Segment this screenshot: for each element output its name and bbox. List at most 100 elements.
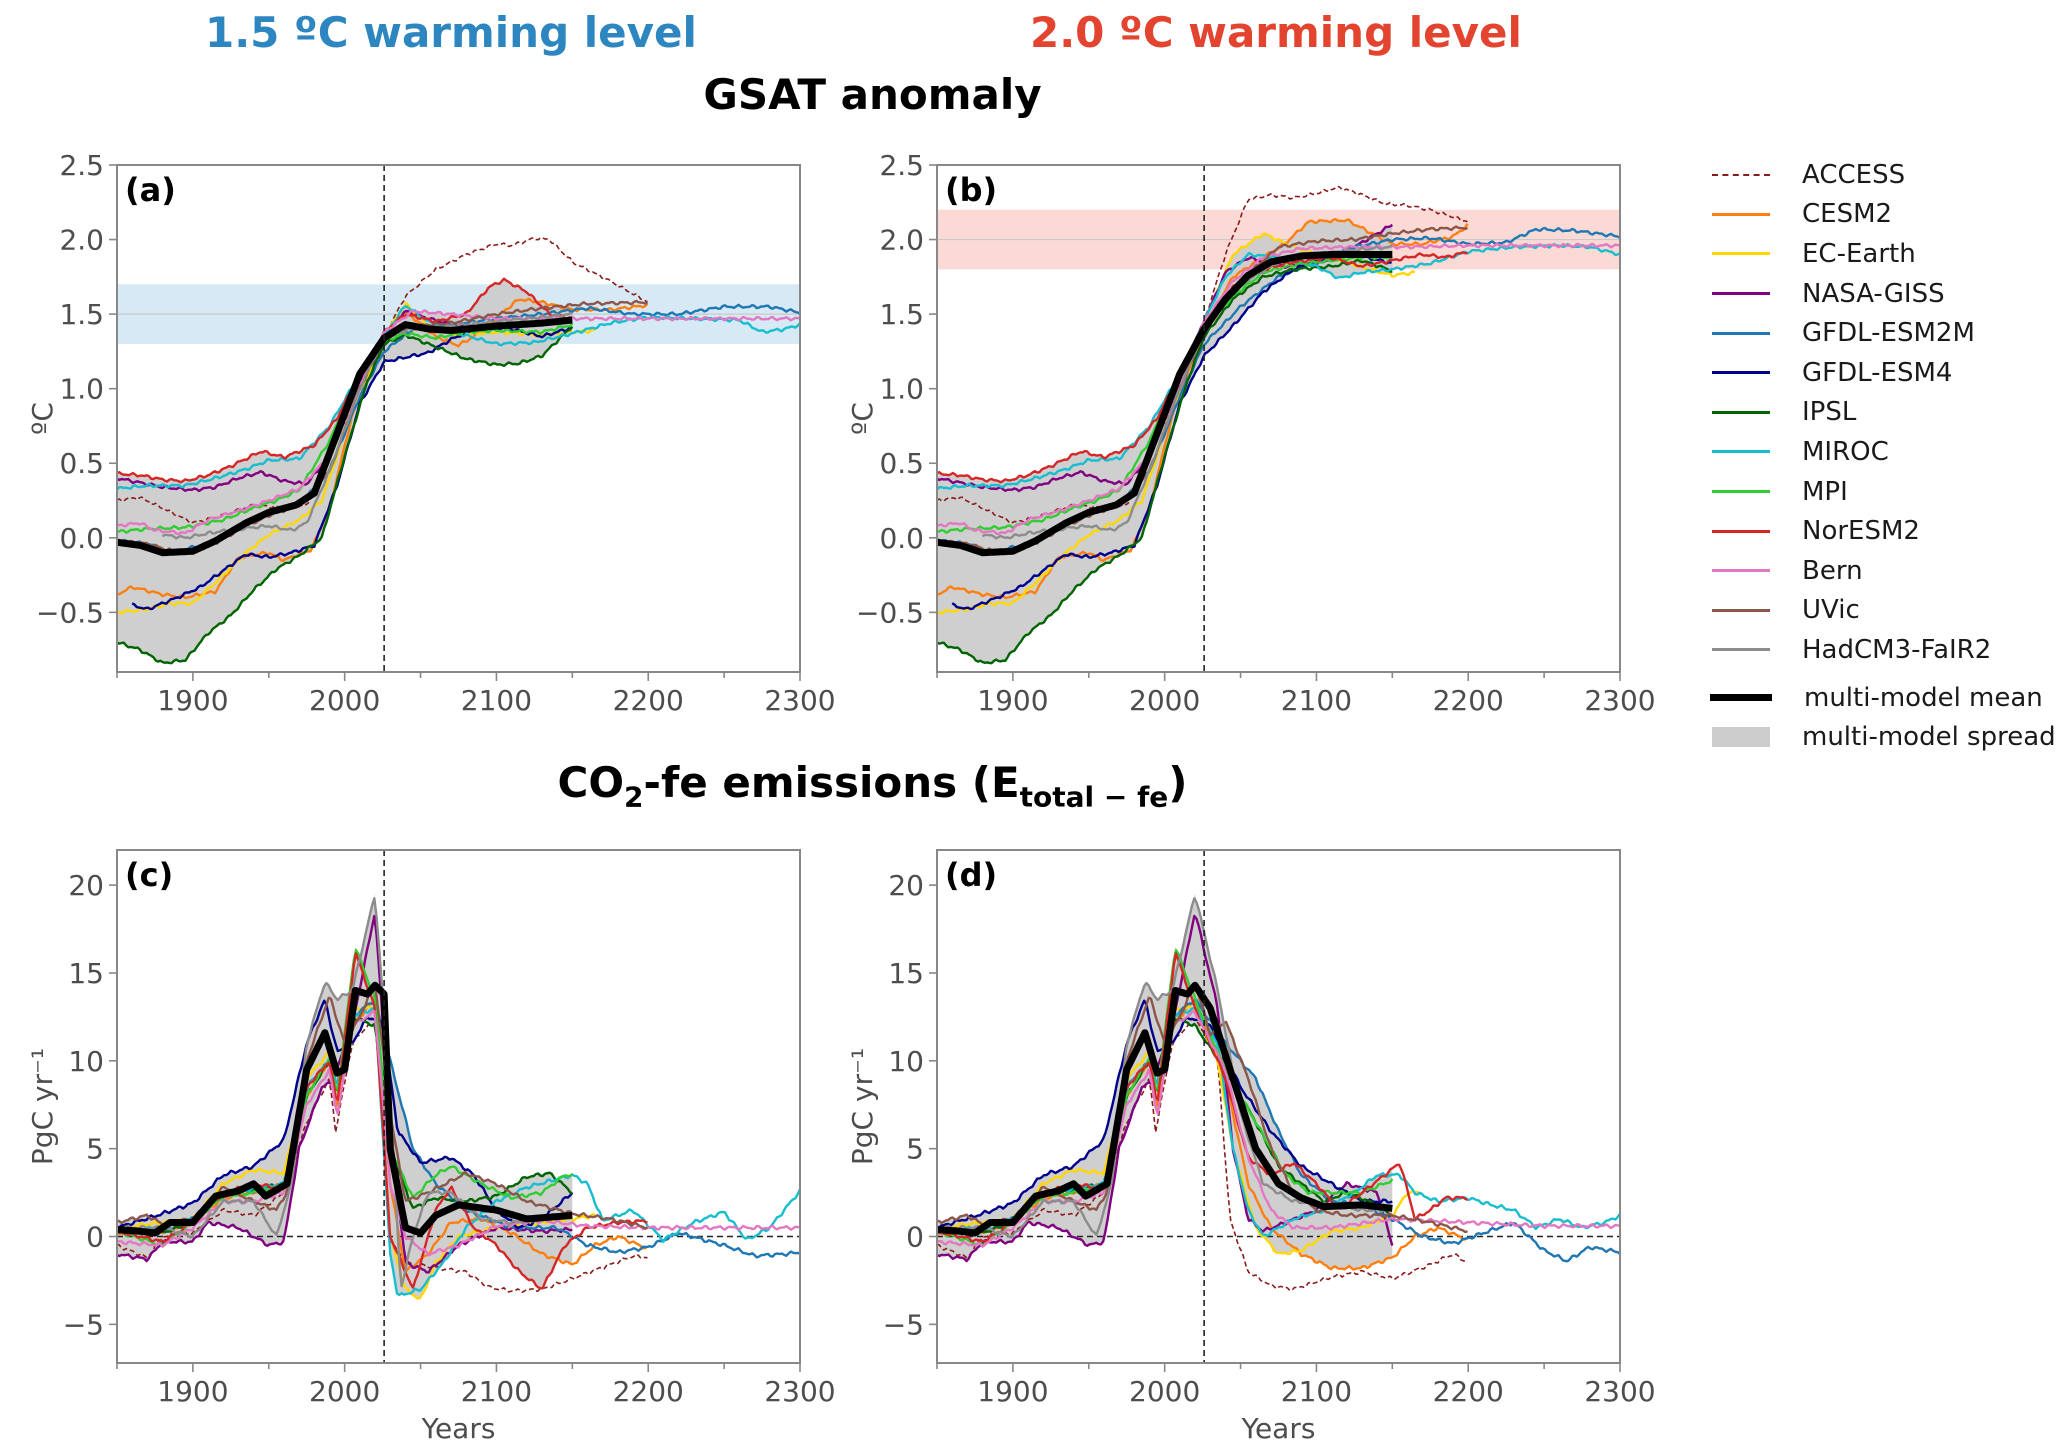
series-multi-model-mean	[117, 981, 575, 1237]
title-1p5-warming-level: 1.5 ºC warming level	[205, 8, 697, 57]
legend-item-ec-earth: EC-Earth	[1712, 234, 2056, 274]
axes-frame	[116, 849, 801, 1364]
legend-swatch-miroc	[1712, 450, 1770, 454]
legend-item-bern: Bern	[1712, 551, 2056, 591]
legend-label: MIROC	[1802, 436, 1889, 467]
plot-area-c	[117, 850, 800, 1363]
legend-item-uvic: UVic	[1712, 591, 2056, 631]
x-tick-label: 2000	[1129, 684, 1200, 717]
panel-label: (b)	[945, 171, 997, 209]
y-tick-label: 5	[906, 1133, 924, 1166]
legend-swatch-multi-model-spread	[1712, 727, 1770, 748]
x-tick-label: 1900	[977, 1375, 1048, 1408]
series-bern	[117, 309, 800, 536]
x-tick-label: 2100	[461, 684, 532, 717]
panel-label: (c)	[125, 856, 173, 894]
legend: ACCESS CESM2 EC-Earth NASA-GISS GFDL-ESM2M GF…	[1710, 155, 2056, 757]
plot-area-a	[117, 165, 800, 672]
emissions-title-sub2: 2	[624, 780, 644, 814]
panel-a: 1900 2000 2100 2200 2300 −0.5 0.0 0.5 1.0 1.5 2.0 2…	[26, 149, 836, 717]
legend-item-ipsl: IPSL	[1712, 393, 2056, 433]
x-tick-label: 2000	[1129, 1375, 1200, 1408]
legend-swatch-noresm2	[1712, 529, 1770, 533]
legend-item-mpi: MPI	[1712, 472, 2056, 512]
panel-label: (d)	[945, 856, 997, 894]
legend-label: CESM2	[1802, 199, 1893, 230]
panel-b: 1900 2000 2100 2200 2300 −0.5 0.0 0.5 1.0 1.5 2.0 2…	[846, 149, 1656, 717]
legend-label: IPSL	[1802, 397, 1857, 428]
axes-frame	[116, 164, 801, 673]
y-tick-label: 1.0	[59, 373, 104, 406]
y-tick-label: 0.0	[59, 522, 104, 555]
legend-item-hadcm3-fair2: HadCM3-FaIR2	[1712, 630, 2056, 670]
legend-swatch-ec-earth	[1712, 252, 1770, 256]
x-tick-label: 2100	[1281, 684, 1352, 717]
legend-label: Bern	[1802, 555, 1863, 586]
legend-label: multi-model spread	[1802, 722, 2056, 753]
y-tick-label: 1.5	[879, 298, 924, 331]
legend-item-gfdl-esm4: GFDL-ESM4	[1712, 353, 2056, 393]
series-access	[117, 237, 648, 525]
legend-swatch-multi-model-mean	[1710, 694, 1772, 702]
x-tick-label: 2100	[1281, 1375, 1352, 1408]
x-tick-label: 2100	[461, 1375, 532, 1408]
x-tick-label: 2200	[1433, 684, 1504, 717]
legend-swatch-mpi	[1712, 490, 1770, 494]
axes-frame	[936, 164, 1621, 673]
y-tick-label: 0.5	[59, 447, 104, 480]
legend-swatch-ipsl	[1712, 410, 1770, 414]
y-tick-label: 20	[68, 869, 104, 902]
title-2p0-warming-level: 2.0 ºC warming level	[1030, 8, 1522, 57]
panel-d: 1900 2000 2100 2200 2300 −5 0 5 10 15 20 PgC yr⁻¹ Ye…	[846, 849, 1656, 1445]
legend-label: ACCESS	[1802, 159, 1906, 190]
x-axis-label: Years	[421, 1412, 496, 1445]
y-tick-label: 2.0	[879, 224, 924, 257]
y-tick-label: −0.5	[856, 596, 924, 629]
x-tick-label: 1900	[157, 1375, 228, 1408]
y-tick-label: 1.5	[59, 298, 104, 331]
x-tick-label: 2000	[309, 684, 380, 717]
y-tick-label: −5	[63, 1308, 104, 1341]
x-tick-label: 2300	[1584, 684, 1655, 717]
y-tick-label: −0.5	[36, 596, 104, 629]
y-axis-label: ºC	[846, 402, 879, 435]
x-tick-label: 2200	[613, 684, 684, 717]
legend-item-access: ACCESS	[1712, 155, 2056, 195]
legend-item-gfdl-esm2m: GFDL-ESM2M	[1712, 313, 2056, 353]
legend-swatch-nasa-giss	[1712, 292, 1770, 296]
legend-swatch-cesm2	[1712, 212, 1770, 216]
legend-item-multi-model-mean: multi-model mean	[1710, 678, 2056, 718]
legend-label: NASA-GISS	[1802, 278, 1945, 309]
y-axis-label: PgC yr⁻¹	[26, 1048, 59, 1165]
x-tick-label: 2300	[1584, 1375, 1655, 1408]
emissions-title-close: )	[1168, 758, 1188, 807]
x-tick-label: 1900	[157, 684, 228, 717]
series-ipsl	[937, 258, 1393, 665]
y-axis-label: PgC yr⁻¹	[846, 1048, 879, 1165]
panel-label: (a)	[125, 171, 176, 209]
series-multi-model-mean	[117, 316, 575, 557]
y-tick-label: 15	[68, 957, 104, 990]
legend-swatch-gfdl-esm4	[1712, 371, 1770, 375]
y-tick-label: 5	[86, 1133, 104, 1166]
legend-swatch-gfdl-esm2m	[1712, 331, 1770, 335]
legend-item-miroc: MIROC	[1712, 432, 2056, 472]
legend-label: multi-model mean	[1804, 682, 2043, 713]
y-tick-label: 0.5	[879, 447, 924, 480]
legend-label: NorESM2	[1802, 516, 1920, 547]
legend-item-nasa-giss: NASA-GISS	[1712, 274, 2056, 314]
series-bern	[937, 242, 1620, 536]
legend-item-multi-model-spread: multi-model spread	[1712, 717, 2056, 757]
legend-label: MPI	[1802, 476, 1848, 507]
y-axis-label: ºC	[26, 402, 59, 435]
y-tick-label: 0	[86, 1221, 104, 1254]
legend-item-noresm2: NorESM2	[1712, 511, 2056, 551]
multi-model-spread	[937, 893, 1393, 1269]
legend-swatch-access	[1712, 173, 1770, 176]
legend-label: UVic	[1802, 595, 1860, 626]
legend-swatch-bern	[1712, 569, 1770, 573]
series-noresm2	[117, 277, 573, 484]
legend-label: EC-Earth	[1802, 238, 1916, 269]
series-noresm2	[937, 251, 1468, 484]
